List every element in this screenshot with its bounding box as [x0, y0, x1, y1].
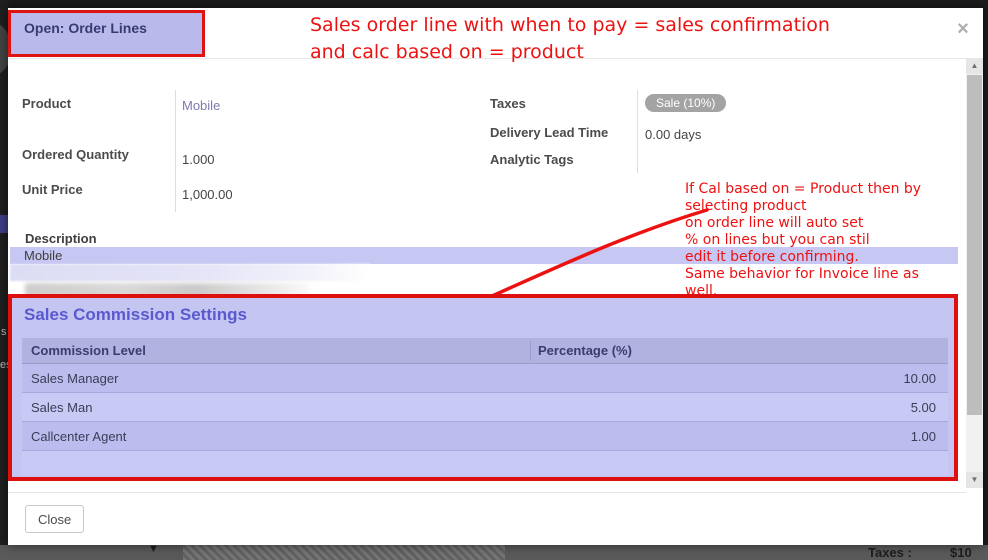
taxes-label: Taxes	[490, 96, 526, 111]
description-label: Description	[25, 231, 97, 246]
annotation-side-note: If Cal based on = Product then by select…	[685, 181, 965, 300]
commission-section-heading: Sales Commission Settings	[24, 305, 247, 324]
annotation-arrow	[490, 208, 709, 298]
background-taxes-value: $10	[950, 545, 972, 560]
unit-price-value: 1,000.00	[182, 187, 233, 202]
annotation-line: and calc based on = product	[310, 41, 584, 63]
annotation-line: Same behavior for Invoice line as	[685, 266, 919, 282]
commission-level-cell: Callcenter Agent	[31, 429, 127, 444]
percentage-cell: 10.00	[903, 371, 936, 386]
ordered-quantity-value: 1.000	[182, 152, 215, 167]
commission-table-header: Commission Level Percentage (%)	[22, 338, 948, 364]
order-lines-modal: Open: Order Lines Sales order line with …	[8, 8, 983, 545]
vertical-scrollbar[interactable]: ▲ ▼	[966, 58, 983, 488]
modal-title: Open: Order Lines	[24, 20, 147, 36]
annotation-line: If Cal based on = Product then by	[685, 181, 922, 197]
annotation-top-note: Sales order line with when to pay = sale…	[310, 12, 830, 66]
commission-annotation-box	[8, 294, 958, 481]
percentage-cell: 1.00	[910, 429, 936, 444]
scroll-down-icon[interactable]: ▼	[966, 472, 983, 488]
footer-divider	[8, 492, 966, 493]
redacted-text-blur	[10, 264, 370, 281]
background-taxes-label: Taxes :	[868, 545, 912, 560]
background-left-edge: s es	[0, 0, 8, 560]
annotation-line: edit it before confirming.	[685, 249, 859, 265]
column-separator	[175, 90, 176, 212]
unit-price-label: Unit Price	[22, 182, 83, 197]
close-icon[interactable]: ×	[957, 18, 969, 40]
header-divider	[8, 58, 966, 59]
commission-table: Commission Level Percentage (%) Sales Ma…	[22, 338, 948, 475]
table-row[interactable]: Sales Manager 10.00	[22, 364, 948, 393]
analytic-tags-label: Analytic Tags	[490, 152, 574, 167]
product-value-link[interactable]: Mobile	[182, 98, 221, 113]
table-row[interactable]: Callcenter Agent 1.00	[22, 422, 948, 451]
background-text-fragment: es	[0, 359, 8, 371]
commission-level-column-header: Commission Level	[31, 343, 146, 358]
column-separator	[637, 90, 638, 173]
ordered-quantity-label: Ordered Quantity	[22, 147, 129, 162]
close-button[interactable]: Close	[25, 505, 85, 533]
commission-level-cell: Sales Man	[31, 400, 93, 415]
percentage-column-header: Percentage (%)	[538, 343, 632, 358]
background-top-bar	[0, 0, 988, 8]
description-value: Mobile	[24, 248, 63, 263]
product-label: Product	[22, 96, 72, 111]
description-highlight-row: Mobile	[10, 247, 958, 264]
annotation-line: % on lines but you can stil	[685, 232, 870, 248]
table-empty-row	[22, 451, 948, 475]
annotation-line: on order line will auto set	[685, 215, 864, 231]
background-avatar-fragment	[0, 18, 8, 80]
background-right-edge	[983, 0, 988, 560]
delivery-lead-time-value: 0.00 days	[645, 127, 702, 142]
percentage-cell: 5.00	[910, 400, 936, 415]
background-text-fragment: s	[1, 326, 7, 338]
redacted-background-block	[183, 545, 505, 560]
annotation-line: selecting product	[685, 198, 807, 214]
annotation-line: Sales order line with when to pay = sale…	[310, 14, 830, 36]
commission-level-cell: Sales Manager	[31, 371, 119, 386]
background-button-fragment	[0, 215, 8, 233]
scrollbar-thumb[interactable]	[967, 75, 982, 415]
modal-title-highlight-box: Open: Order Lines	[8, 10, 205, 57]
table-row[interactable]: Sales Man 5.00	[22, 393, 948, 422]
background-bottom-bar: ▼ Taxes : $10	[0, 543, 988, 560]
tax-badge: Sale (10%)	[645, 94, 727, 112]
scroll-up-icon[interactable]: ▲	[966, 58, 983, 74]
dropdown-caret-icon: ▼	[148, 543, 159, 555]
delivery-lead-time-label: Delivery Lead Time	[490, 125, 609, 140]
column-divider	[530, 341, 531, 361]
